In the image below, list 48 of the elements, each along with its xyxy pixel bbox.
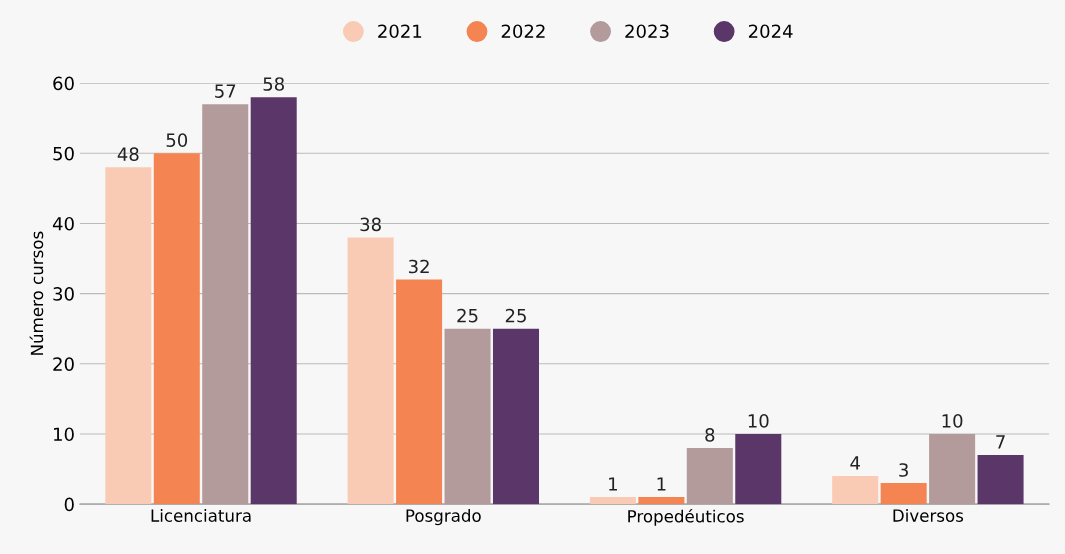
data-label: 10 xyxy=(942,414,963,428)
y-tick-label: 40 xyxy=(52,216,74,231)
data-label: 50 xyxy=(166,133,188,147)
legend-label: 2022 xyxy=(501,24,545,39)
bar xyxy=(105,167,152,505)
y-tick-label: 20 xyxy=(53,357,74,371)
y-axis-title: Número cursos xyxy=(29,231,44,355)
data-label: 58 xyxy=(263,77,284,91)
bar xyxy=(832,476,879,505)
data-label: 1 xyxy=(609,477,617,491)
bar xyxy=(929,433,976,505)
data-label: 3 xyxy=(899,463,908,477)
data-label: 25 xyxy=(505,308,526,323)
y-tick-label: 10 xyxy=(54,427,74,442)
data-label: 4 xyxy=(850,456,860,470)
data-label: 25 xyxy=(457,308,478,323)
x-tick-label: Licenciatura xyxy=(151,509,251,522)
data-label: 1 xyxy=(657,477,666,491)
bar xyxy=(202,104,249,505)
bar xyxy=(638,497,685,505)
bar xyxy=(589,497,636,505)
bar xyxy=(880,483,927,505)
bar xyxy=(492,328,540,505)
bar xyxy=(347,237,394,505)
y-tick-label: 50 xyxy=(53,146,74,161)
legend-label: 2024 xyxy=(748,24,793,39)
legend-label: 2023 xyxy=(625,24,669,39)
bar xyxy=(444,328,491,505)
data-label: 32 xyxy=(408,259,429,274)
x-tick-label: Posgrado xyxy=(406,509,481,526)
data-label: 48 xyxy=(117,147,139,162)
bar xyxy=(686,448,733,505)
data-label: 7 xyxy=(996,435,1005,449)
data-label: 38 xyxy=(360,217,381,232)
x-tick-label: Propedéuticos xyxy=(628,509,744,526)
y-tick-label: 30 xyxy=(53,287,74,301)
bar xyxy=(735,433,782,505)
y-tick-label: 60 xyxy=(53,76,74,91)
legend-label: 2021 xyxy=(378,24,422,39)
bar xyxy=(153,153,200,505)
bar xyxy=(250,97,297,505)
bar xyxy=(977,455,1024,505)
data-label: 8 xyxy=(705,428,715,442)
data-label: 57 xyxy=(215,84,236,98)
bar xyxy=(396,279,443,505)
y-tick-label: 0 xyxy=(64,497,74,512)
data-label: 10 xyxy=(748,414,769,428)
x-tick-label: Diversos xyxy=(893,509,964,522)
